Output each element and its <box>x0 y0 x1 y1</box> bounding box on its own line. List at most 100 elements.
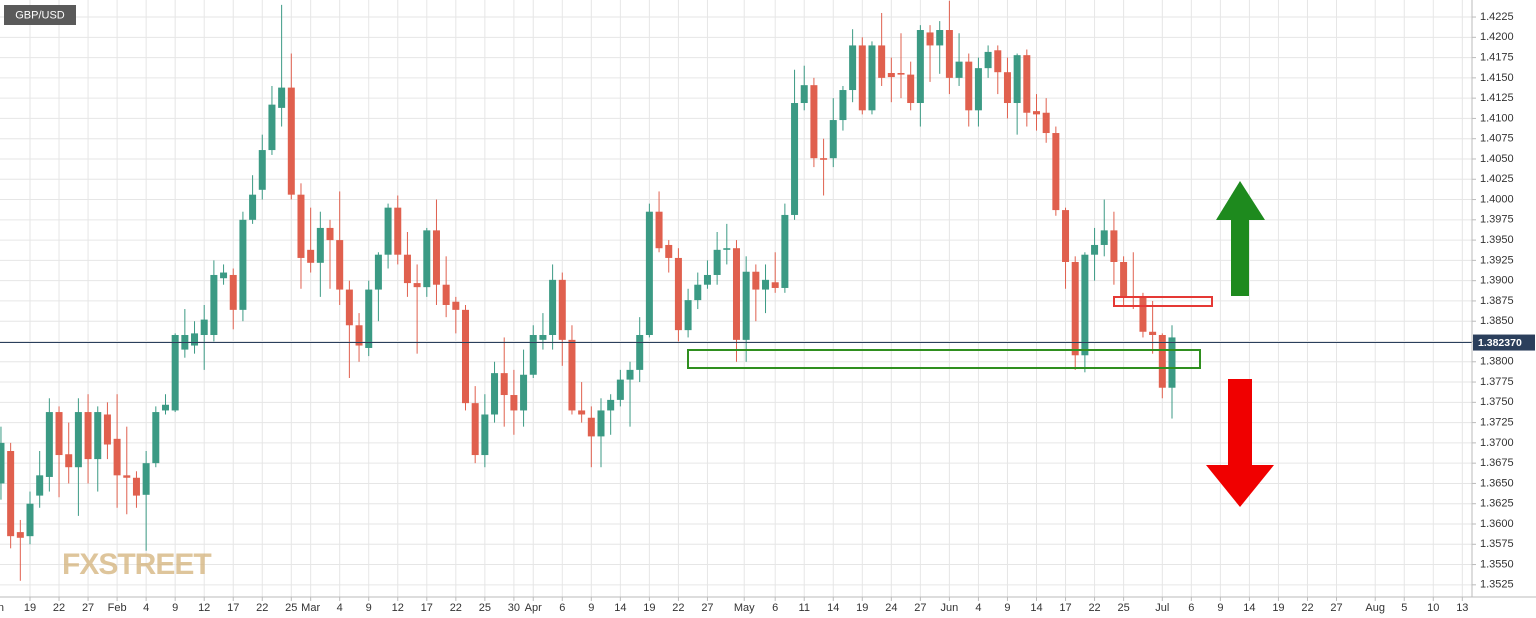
x-tick-label: 17 <box>1059 602 1071 614</box>
x-tick-label: 9 <box>172 602 178 614</box>
y-tick-label: 1.3575 <box>1480 538 1514 550</box>
candle-body <box>142 463 150 495</box>
candle-body <box>762 279 770 290</box>
x-tick-label: Mar <box>301 602 320 614</box>
arrow-head <box>1216 181 1265 220</box>
candle-body <box>403 254 411 284</box>
candle-body <box>394 207 402 255</box>
candle-body <box>616 379 624 400</box>
candle-body <box>849 45 857 91</box>
candle-body <box>887 73 895 78</box>
candle-body <box>132 477 140 496</box>
x-tick-label: 22 <box>672 602 684 614</box>
candle-body <box>462 309 470 404</box>
y-tick-label: 1.3750 <box>1480 396 1514 408</box>
y-tick-label: 1.3550 <box>1480 558 1514 570</box>
candle-body <box>713 249 721 275</box>
candle-body <box>636 335 644 370</box>
x-tick-label: 27 <box>82 602 94 614</box>
candle-body <box>423 230 431 288</box>
candle-body <box>1042 112 1050 134</box>
last-price-box <box>1473 334 1535 351</box>
candle-body <box>210 274 218 336</box>
candle-body <box>481 414 489 456</box>
y-tick-label: 1.4175 <box>1480 51 1514 63</box>
down-arrow <box>1206 379 1274 507</box>
candle-body <box>1062 210 1070 262</box>
candle-body <box>374 254 382 290</box>
candle-body <box>1139 296 1147 332</box>
x-tick-label: 6 <box>559 602 565 614</box>
candle-body <box>442 284 450 305</box>
x-tick-label: 19 <box>24 602 36 614</box>
candle-body <box>452 301 460 310</box>
candle-body <box>597 410 605 437</box>
candle-body <box>326 227 334 241</box>
y-tick-label: 1.3700 <box>1480 437 1514 449</box>
candle-body <box>113 438 121 476</box>
y-tick-label: 1.3600 <box>1480 518 1514 530</box>
x-tick-label: 6 <box>1188 602 1194 614</box>
candle-body <box>945 30 953 78</box>
x-tick-label: 14 <box>1030 602 1042 614</box>
x-tick-label: 17 <box>227 602 239 614</box>
x-tick-label: 27 <box>1330 602 1342 614</box>
candle-body <box>1168 337 1176 388</box>
y-tick-label: 1.4050 <box>1480 153 1514 165</box>
candle-body <box>0 442 5 484</box>
candle-body <box>1091 244 1099 255</box>
candle-body <box>742 271 750 340</box>
x-tick-label: Aug <box>1365 602 1385 614</box>
x-tick-label: 9 <box>1004 602 1010 614</box>
candle-body <box>936 30 944 46</box>
candle-body <box>258 150 266 190</box>
candle-body <box>45 412 53 477</box>
x-tick-label: 19 <box>856 602 868 614</box>
candle-body <box>791 103 799 215</box>
candle-body <box>771 282 779 288</box>
candle-body <box>684 300 692 331</box>
candle-body <box>781 214 789 288</box>
x-tick-label: 22 <box>1088 602 1100 614</box>
candle-body <box>539 335 547 340</box>
candle-body <box>955 61 963 78</box>
x-tick-label: 17 <box>421 602 433 614</box>
x-tick-label: 14 <box>827 602 839 614</box>
x-tick-label: 14 <box>614 602 626 614</box>
candle-body <box>907 74 915 104</box>
resistance-zone <box>1113 296 1213 307</box>
y-tick-label: 1.4200 <box>1480 31 1514 43</box>
x-tick-label: Jan <box>0 602 4 614</box>
x-tick-label: 27 <box>701 602 713 614</box>
candle-body <box>1110 230 1118 262</box>
x-tick-label: Jul <box>1155 602 1169 614</box>
last-price-label: 1.382370 <box>1478 337 1522 349</box>
candle-body <box>994 50 1002 73</box>
candle-body <box>568 339 576 411</box>
x-tick-label: 25 <box>479 602 491 614</box>
x-tick-label: 19 <box>1272 602 1284 614</box>
x-tick-label: 6 <box>772 602 778 614</box>
y-tick-label: 1.3650 <box>1480 477 1514 489</box>
y-tick-label: 1.4225 <box>1480 11 1514 23</box>
x-tick-label: 5 <box>1401 602 1407 614</box>
x-tick-label: 9 <box>588 602 594 614</box>
candle-body <box>278 87 286 108</box>
candle-body <box>336 240 344 290</box>
y-tick-label: 1.4075 <box>1480 133 1514 145</box>
x-tick-label: 25 <box>1117 602 1129 614</box>
candle-body <box>839 90 847 121</box>
x-tick-label: 27 <box>914 602 926 614</box>
candle-body <box>1100 230 1108 245</box>
x-tick-label: 12 <box>392 602 404 614</box>
axes: 1.3525 1.3550 1.3575 1.3600 1.3625 1.3650 1.36… <box>0 11 1535 614</box>
candle-body <box>752 271 760 290</box>
y-tick-label: 1.3850 <box>1480 315 1514 327</box>
candle-body <box>858 45 866 111</box>
candle-body <box>471 403 479 456</box>
y-tick-label: 1.4025 <box>1480 173 1514 185</box>
candle-body <box>703 274 711 285</box>
candle-body <box>491 373 499 415</box>
y-tick-label: 1.4100 <box>1480 112 1514 124</box>
